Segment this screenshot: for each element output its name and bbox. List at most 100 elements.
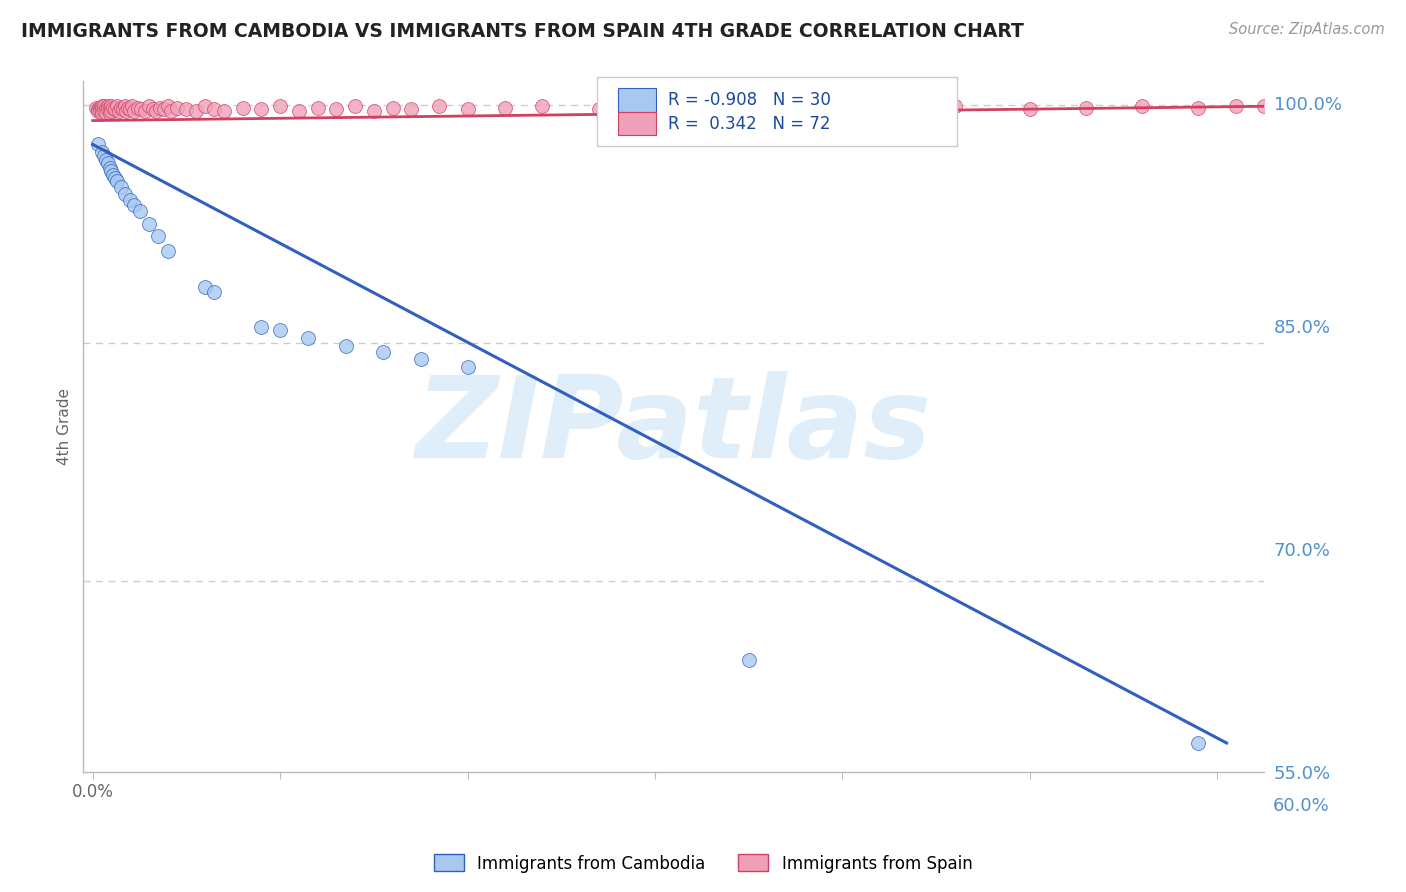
Text: R = -0.908   N = 30: R = -0.908 N = 30 <box>668 91 831 109</box>
Point <box>93 99 115 113</box>
Point <box>131 103 153 117</box>
FancyBboxPatch shape <box>619 88 657 112</box>
Point <box>134 103 156 118</box>
Point <box>91 105 114 120</box>
Point <box>97 103 120 117</box>
Point <box>103 168 125 182</box>
Point <box>1225 99 1247 113</box>
Point <box>737 653 759 667</box>
Point <box>194 99 217 113</box>
Point <box>457 103 479 117</box>
Point <box>89 103 111 118</box>
Text: IMMIGRANTS FROM CAMBODIA VS IMMIGRANTS FROM SPAIN 4TH GRADE CORRELATION CHART: IMMIGRANTS FROM CAMBODIA VS IMMIGRANTS F… <box>21 22 1024 41</box>
FancyBboxPatch shape <box>619 112 657 136</box>
Point <box>153 103 176 117</box>
Point <box>97 156 120 170</box>
Point <box>100 164 122 178</box>
Point <box>373 345 395 359</box>
Point <box>250 320 273 334</box>
Point <box>114 186 136 201</box>
Point <box>176 103 198 117</box>
Point <box>121 99 143 113</box>
Legend: Immigrants from Cambodia, Immigrants from Spain: Immigrants from Cambodia, Immigrants fro… <box>427 847 979 880</box>
FancyBboxPatch shape <box>598 78 957 146</box>
Point <box>100 99 122 113</box>
Point <box>409 351 432 366</box>
Point <box>89 101 111 115</box>
Point <box>194 280 217 294</box>
Point <box>110 101 132 115</box>
Point <box>103 101 125 115</box>
Point <box>127 101 149 115</box>
Point <box>401 103 423 117</box>
Y-axis label: 4th Grade: 4th Grade <box>58 388 72 465</box>
Point <box>325 103 347 117</box>
Point <box>1187 736 1209 750</box>
Point <box>94 153 117 168</box>
Point <box>588 103 610 117</box>
Point <box>335 339 357 353</box>
Point <box>120 193 142 207</box>
Point <box>98 105 121 120</box>
Point <box>429 99 451 113</box>
Point <box>232 101 254 115</box>
Point <box>381 101 404 115</box>
Point <box>297 331 319 345</box>
Text: 60.0%: 60.0% <box>1272 797 1329 814</box>
Text: Source: ZipAtlas.com: Source: ZipAtlas.com <box>1229 22 1385 37</box>
Point <box>91 145 114 160</box>
Point <box>98 161 121 176</box>
Point <box>160 103 183 118</box>
Point <box>1130 99 1153 113</box>
Point <box>115 103 138 118</box>
Point <box>114 99 136 113</box>
Point <box>91 103 114 117</box>
Point <box>110 180 132 194</box>
Point <box>108 103 131 118</box>
Point <box>145 103 167 118</box>
Point <box>344 99 367 113</box>
Point <box>148 229 170 244</box>
Point <box>269 323 291 337</box>
Point <box>87 103 110 118</box>
Point <box>288 103 311 118</box>
Point <box>363 103 385 118</box>
Text: R =  0.342   N = 72: R = 0.342 N = 72 <box>668 115 831 133</box>
Point <box>1074 101 1097 115</box>
Point <box>737 99 759 113</box>
Point <box>250 103 273 117</box>
Point <box>204 285 226 299</box>
Point <box>104 170 127 185</box>
Point <box>149 101 172 115</box>
Point <box>87 103 110 117</box>
Point <box>1187 101 1209 115</box>
Point <box>138 99 160 113</box>
Point <box>105 99 128 113</box>
Point <box>93 103 115 118</box>
Point <box>91 99 114 113</box>
Point <box>100 103 122 118</box>
Point <box>138 217 160 231</box>
Point <box>120 103 142 117</box>
Point <box>1018 103 1040 117</box>
Point <box>494 101 516 115</box>
Point <box>86 101 108 115</box>
Point <box>813 103 835 117</box>
Point <box>122 103 145 118</box>
Point <box>142 103 165 117</box>
Point <box>943 99 966 113</box>
Text: ZIPatlas: ZIPatlas <box>416 371 932 482</box>
Point <box>204 103 226 117</box>
Point <box>1253 99 1275 113</box>
Point <box>156 244 179 258</box>
Point <box>457 359 479 374</box>
Point <box>117 101 139 115</box>
Point <box>184 103 207 118</box>
Point <box>212 103 235 118</box>
Point <box>122 198 145 212</box>
Point <box>531 99 554 113</box>
Point <box>166 101 188 115</box>
Point <box>269 99 291 113</box>
Point <box>94 105 117 120</box>
Point <box>94 101 117 115</box>
